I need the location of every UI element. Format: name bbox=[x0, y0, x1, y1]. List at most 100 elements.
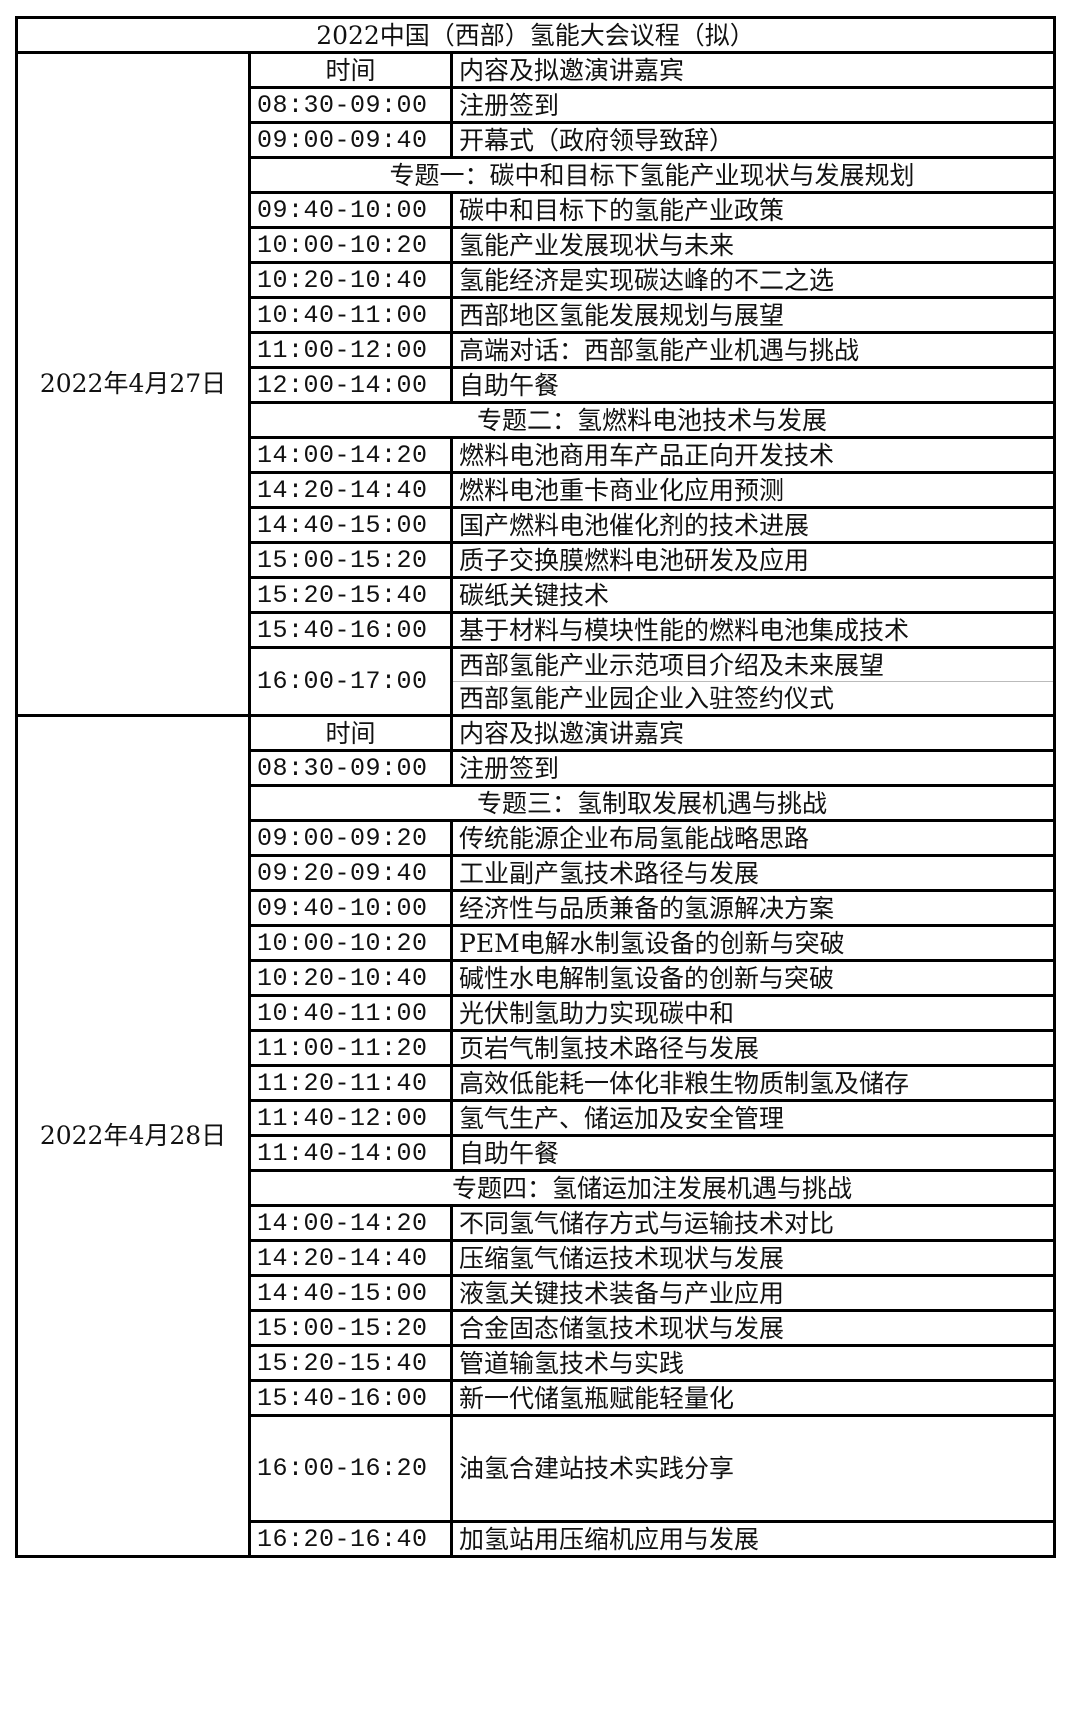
column-header-content: 内容及拟邀演讲嘉宾 bbox=[450, 51, 1056, 89]
topic-row: 专题四：氢储运加注发展机遇与挑战 bbox=[17, 1169, 1056, 1207]
agenda-row: 14:00-14:20 不同氢气储存方式与运输技术对比 bbox=[17, 1204, 1056, 1242]
header-row: 2022年4月27日 时间 内容及拟邀演讲嘉宾 bbox=[15, 51, 1056, 717]
agenda-row: 15:40-16:00 新一代储氢瓶赋能轻量化 bbox=[17, 1379, 1056, 1417]
session-content: 压缩氢气储运技术现状与发展 bbox=[450, 1239, 1056, 1277]
agenda-row: 10:00-10:20 PEM电解水制氢设备的创新与突破 bbox=[17, 924, 1056, 962]
session-time: 12:00-14:00 bbox=[248, 366, 453, 404]
agenda-row: 08:30-09:00 注册签到 bbox=[17, 749, 1056, 787]
session-time: 15:40-16:00 bbox=[248, 611, 453, 649]
agenda-row: 10:20-10:40 氢能经济是实现碳达峰的不二之选 bbox=[17, 261, 1056, 299]
session-content: 氢能产业发展现状与未来 bbox=[450, 226, 1056, 264]
session-content: 西部氢能产业示范项目介绍及未来展望 bbox=[450, 646, 1056, 682]
session-content: 管道输氢技术与实践 bbox=[450, 1344, 1056, 1382]
session-content: 经济性与品质兼备的氢源解决方案 bbox=[450, 889, 1056, 927]
topic-row: 专题三：氢制取发展机遇与挑战 bbox=[17, 784, 1056, 822]
topic-row: 专题一：碳中和目标下氢能产业现状与发展规划 bbox=[17, 156, 1056, 194]
topic-title: 专题三：氢制取发展机遇与挑战 bbox=[248, 784, 1056, 822]
day-date: 2022年4月28日 bbox=[15, 714, 251, 1558]
session-time: 15:20-15:40 bbox=[248, 1344, 453, 1382]
session-time: 11:40-12:00 bbox=[248, 1099, 453, 1137]
session-time: 15:00-15:20 bbox=[248, 541, 453, 579]
agenda-row: 14:00-14:20 燃料电池商用车产品正向开发技术 bbox=[17, 436, 1056, 474]
agenda-row: 09:40-10:00 碳中和目标下的氢能产业政策 bbox=[17, 191, 1056, 229]
agenda-row: 15:20-15:40 管道输氢技术与实践 bbox=[17, 1344, 1056, 1382]
session-time: 11:00-11:20 bbox=[248, 1029, 453, 1067]
session-content: 高端对话：西部氢能产业机遇与挑战 bbox=[450, 331, 1056, 369]
topic-title: 专题四：氢储运加注发展机遇与挑战 bbox=[248, 1169, 1056, 1207]
session-time: 08:30-09:00 bbox=[248, 749, 453, 787]
agenda-row: 16:00-17:00 西部氢能产业示范项目介绍及未来展望 bbox=[17, 646, 1056, 717]
session-time: 09:40-10:00 bbox=[248, 889, 453, 927]
session-content: 传统能源企业布局氢能战略思路 bbox=[450, 819, 1056, 857]
session-content: 氢能经济是实现碳达峰的不二之选 bbox=[450, 261, 1056, 299]
session-time: 15:20-15:40 bbox=[248, 576, 453, 614]
topic-row: 专题二：氢燃料电池技术与发展 bbox=[17, 401, 1056, 439]
session-content: PEM电解水制氢设备的创新与突破 bbox=[450, 924, 1056, 962]
column-header-content: 内容及拟邀演讲嘉宾 bbox=[450, 714, 1056, 752]
session-content: 自助午餐 bbox=[450, 1134, 1056, 1172]
session-content: 页岩气制氢技术路径与发展 bbox=[450, 1029, 1056, 1067]
session-time: 11:20-11:40 bbox=[248, 1064, 453, 1102]
agenda-row: 10:00-10:20 氢能产业发展现状与未来 bbox=[17, 226, 1056, 264]
session-time: 10:00-10:20 bbox=[248, 924, 453, 962]
session-content: 西部地区氢能发展规划与展望 bbox=[450, 296, 1056, 334]
topic-title: 专题二：氢燃料电池技术与发展 bbox=[248, 401, 1056, 439]
session-content: 氢气生产、储运加及安全管理 bbox=[450, 1099, 1056, 1137]
agenda-title: 2022中国（西部）氢能大会议程（拟） bbox=[15, 16, 1056, 54]
agenda-row: 14:20-14:40 压缩氢气储运技术现状与发展 bbox=[17, 1239, 1056, 1277]
session-time: 15:40-16:00 bbox=[248, 1379, 453, 1417]
session-time: 10:20-10:40 bbox=[248, 261, 453, 299]
session-time: 10:20-10:40 bbox=[248, 959, 453, 997]
session-content: 注册签到 bbox=[450, 86, 1056, 124]
session-content: 注册签到 bbox=[450, 749, 1056, 787]
agenda-row: 16:00-16:20 油氢合建站技术实践分享 bbox=[17, 1414, 1056, 1523]
session-time: 09:20-09:40 bbox=[248, 854, 453, 892]
agenda-row: 11:40-12:00 氢气生产、储运加及安全管理 bbox=[17, 1099, 1056, 1137]
session-time: 14:40-15:00 bbox=[248, 1274, 453, 1312]
session-content: 国产燃料电池催化剂的技术进展 bbox=[450, 506, 1056, 544]
session-time: 10:00-10:20 bbox=[248, 226, 453, 264]
column-header-time: 时间 bbox=[248, 714, 453, 752]
session-content: 新一代储氢瓶赋能轻量化 bbox=[450, 1379, 1056, 1417]
session-content: 碳中和目标下的氢能产业政策 bbox=[450, 191, 1056, 229]
session-content: 光伏制氢助力实现碳中和 bbox=[450, 994, 1056, 1032]
session-content: 工业副产氢技术路径与发展 bbox=[450, 854, 1056, 892]
session-content: 基于材料与模块性能的燃料电池集成技术 bbox=[450, 611, 1056, 649]
session-content: 质子交换膜燃料电池研发及应用 bbox=[450, 541, 1056, 579]
session-time: 15:00-15:20 bbox=[248, 1309, 453, 1347]
session-content: 碱性水电解制氢设备的创新与突破 bbox=[450, 959, 1056, 997]
agenda-row: 09:00-09:40 开幕式（政府领导致辞） bbox=[17, 121, 1056, 159]
session-time: 09:00-09:20 bbox=[248, 819, 453, 857]
agenda-row: 11:40-14:00 自助午餐 bbox=[17, 1134, 1056, 1172]
session-content: 高效低能耗一体化非粮生物质制氢及储存 bbox=[450, 1064, 1056, 1102]
session-content: 燃料电池重卡商业化应用预测 bbox=[450, 471, 1056, 509]
agenda-row: 11:00-11:20 页岩气制氢技术路径与发展 bbox=[17, 1029, 1056, 1067]
agenda-row: 08:30-09:00 注册签到 bbox=[17, 86, 1056, 124]
agenda-row: 12:00-14:00 自助午餐 bbox=[17, 366, 1056, 404]
agenda-row: 15:40-16:00 基于材料与模块性能的燃料电池集成技术 bbox=[17, 611, 1056, 649]
agenda-row: 15:00-15:20 合金固态储氢技术现状与发展 bbox=[17, 1309, 1056, 1347]
agenda-table: 2022中国（西部）氢能大会议程（拟） 2022年4月27日 时间 内容及拟邀演讲嘉… bbox=[15, 16, 1056, 1558]
session-time: 09:00-09:40 bbox=[248, 121, 453, 159]
agenda-row: 15:00-15:20 质子交换膜燃料电池研发及应用 bbox=[17, 541, 1056, 579]
agenda-row: 15:20-15:40 碳纸关键技术 bbox=[17, 576, 1056, 614]
session-time: 14:20-14:40 bbox=[248, 471, 453, 509]
session-content: 加氢站用压缩机应用与发展 bbox=[450, 1520, 1056, 1558]
agenda-row: 11:20-11:40 高效低能耗一体化非粮生物质制氢及储存 bbox=[17, 1064, 1056, 1102]
session-content: 碳纸关键技术 bbox=[450, 576, 1056, 614]
title-row: 2022中国（西部）氢能大会议程（拟） bbox=[15, 16, 1056, 54]
session-time: 11:00-12:00 bbox=[248, 331, 453, 369]
agenda-row: 16:20-16:40 加氢站用压缩机应用与发展 bbox=[17, 1520, 1056, 1558]
session-content: 自助午餐 bbox=[450, 366, 1056, 404]
agenda-row: 10:20-10:40 碱性水电解制氢设备的创新与突破 bbox=[17, 959, 1056, 997]
agenda-row: 10:40-11:00 光伏制氢助力实现碳中和 bbox=[17, 994, 1056, 1032]
session-time: 14:20-14:40 bbox=[248, 1239, 453, 1277]
topic-title: 专题一：碳中和目标下氢能产业现状与发展规划 bbox=[248, 156, 1056, 194]
agenda-row: 09:40-10:00 经济性与品质兼备的氢源解决方案 bbox=[17, 889, 1056, 927]
session-time: 10:40-11:00 bbox=[248, 994, 453, 1032]
column-header-time: 时间 bbox=[248, 51, 453, 89]
session-time: 16:20-16:40 bbox=[248, 1520, 453, 1558]
session-content: 不同氢气储存方式与运输技术对比 bbox=[450, 1204, 1056, 1242]
session-content: 合金固态储氢技术现状与发展 bbox=[450, 1309, 1056, 1347]
day-date: 2022年4月27日 bbox=[15, 51, 251, 717]
